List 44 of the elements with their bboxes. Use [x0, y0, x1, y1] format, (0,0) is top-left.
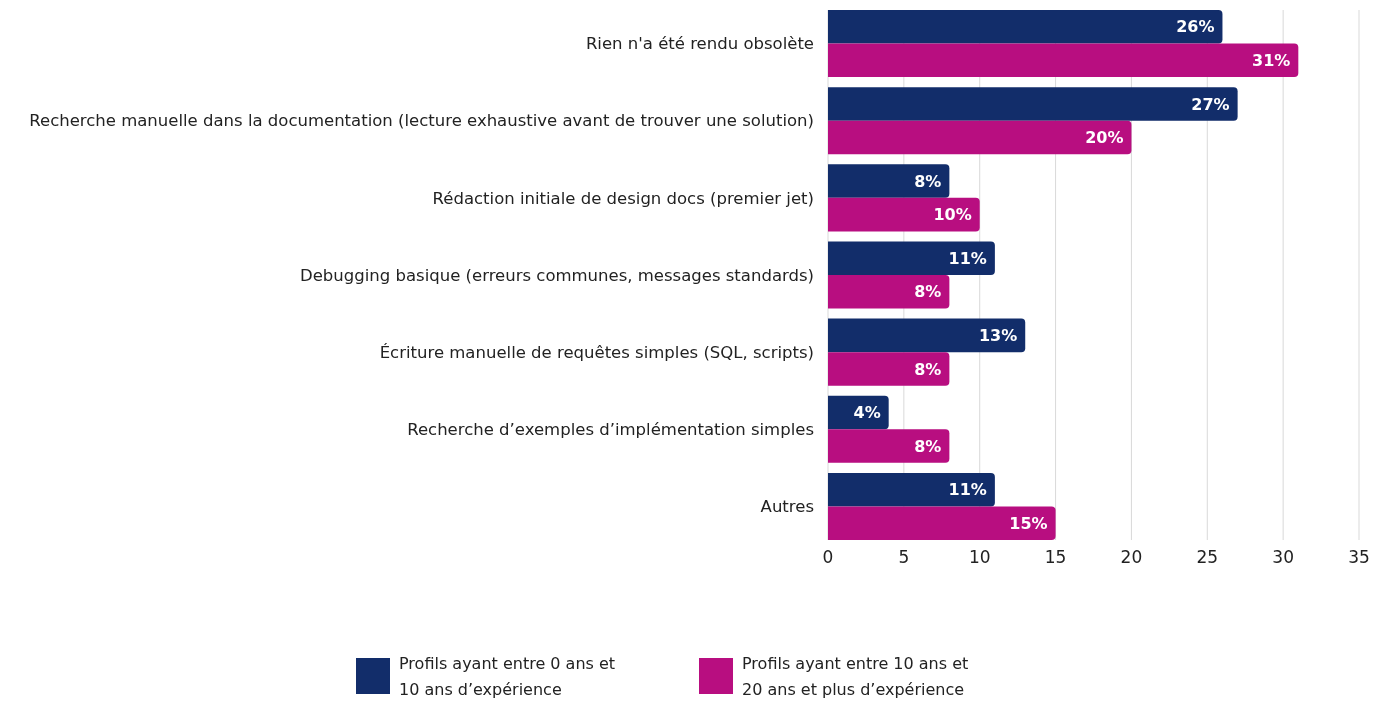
- bar: [828, 352, 950, 386]
- bar: [828, 429, 950, 463]
- data-label: 26%: [1176, 17, 1215, 37]
- x-tick-label: 35: [1348, 547, 1370, 567]
- x-tick-label: 5: [898, 547, 910, 567]
- y-tick-label: Rédaction initiale de design docs (premier jet): [432, 188, 814, 208]
- bar: [828, 318, 1026, 353]
- y-tick-label: Écriture manuelle de requêtes simples (SQL, scripts): [379, 342, 814, 362]
- bar: [828, 87, 1238, 121]
- data-label: 8%: [914, 171, 942, 191]
- data-label: 8%: [914, 282, 942, 302]
- data-label: 10%: [933, 205, 972, 225]
- x-tick-label: 0: [822, 547, 834, 567]
- data-label: 8%: [914, 436, 942, 456]
- data-label: 4%: [853, 403, 881, 423]
- y-tick-label: Recherche manuelle dans la documentation (lecture exhaustive avant de trouver une solution): [29, 111, 814, 131]
- data-label: 31%: [1252, 50, 1291, 70]
- legend-label: Profils ayant entre 10 ans et 20 ans et plus d’expérience: [742, 653, 969, 699]
- x-tick-label: 15: [1044, 547, 1067, 567]
- bar: [828, 506, 1056, 540]
- bar: [828, 120, 1132, 155]
- data-label: 11%: [948, 248, 987, 268]
- bar: [828, 164, 950, 198]
- x-tick-label: 30: [1272, 547, 1294, 567]
- x-tick-label: 10: [968, 547, 991, 567]
- y-tick-label: Debugging basique (erreurs communes, messages standards): [299, 265, 814, 285]
- bar: [828, 241, 995, 275]
- data-label: 13%: [978, 325, 1018, 345]
- data-label: 11%: [948, 480, 987, 500]
- x-tick-label: 25: [1196, 547, 1219, 567]
- legend-label: Profils ayant entre 0 ans et 10 ans d’expérience: [399, 653, 616, 699]
- bar: [828, 275, 950, 309]
- bar: [828, 10, 1223, 44]
- bar: [828, 197, 980, 232]
- y-tick-label: Recherche d’exemples d’implémentation simples: [407, 420, 814, 440]
- data-label: 15%: [1009, 513, 1048, 533]
- bar: [828, 472, 995, 507]
- y-tick-label: Autres: [760, 497, 814, 517]
- data-label: 8%: [914, 359, 942, 379]
- data-label: 27%: [1191, 94, 1230, 114]
- bar: [828, 43, 1299, 78]
- x-tick-label: 20: [1120, 547, 1143, 567]
- data-label: 20%: [1085, 128, 1124, 148]
- y-tick-label: Rien n'a été rendu obsolète: [585, 34, 814, 54]
